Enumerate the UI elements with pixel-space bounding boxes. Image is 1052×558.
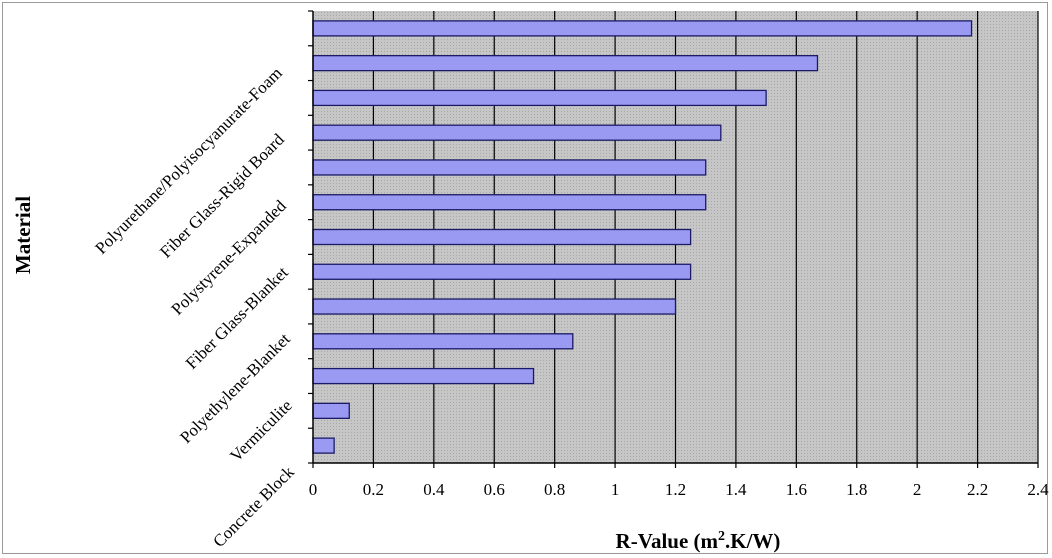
x-tick-label: 1	[611, 480, 620, 499]
bar	[312, 298, 677, 315]
bar	[312, 333, 574, 350]
bar	[312, 367, 535, 385]
bar	[312, 263, 692, 280]
x-tick-label: 0.6	[484, 480, 505, 499]
bar	[312, 89, 767, 107]
x-tick-label: 0.4	[423, 480, 445, 499]
category-label: Concrete Block	[209, 462, 298, 551]
bar	[312, 437, 335, 454]
bar	[312, 159, 707, 176]
y-axis-title: Material	[11, 196, 35, 274]
x-axis-title-sup: 2	[718, 529, 725, 544]
bar	[312, 55, 819, 72]
x-tick-label: 1.2	[665, 480, 686, 499]
bar	[312, 402, 350, 419]
x-axis-title-main: R-Value (m	[616, 529, 719, 553]
x-tick-label: 0.8	[544, 480, 565, 499]
x-tick-label: 2	[913, 480, 922, 499]
x-tick-label: 2.4	[1027, 480, 1049, 499]
r-value-bar-chart: 0 0.2 0.4 0.6 0.8 1 1.2 1.4 1.6 1.8 2 2.2 2.4 Concret…	[11, 10, 1049, 553]
bar	[312, 194, 707, 211]
category-label: Vermiculite	[226, 396, 296, 466]
x-tick-label: 1.4	[725, 480, 747, 499]
x-tick-label: 1.8	[846, 480, 867, 499]
x-tick-label: 0.2	[363, 480, 384, 499]
x-tick-label: 2.2	[967, 480, 988, 499]
category-label: Polystyrene-Expanded	[168, 196, 291, 319]
x-axis-title-rest: .K/W)	[725, 529, 780, 553]
x-tick-label: 0	[309, 480, 318, 499]
bar	[312, 20, 973, 37]
x-tick-label: 1.6	[786, 480, 807, 499]
bar	[312, 124, 722, 141]
category-label: Fiber Glass-Rigid Board	[156, 130, 288, 262]
x-axis-title: R-Value (m2.K/W)	[616, 529, 781, 553]
bar	[312, 228, 692, 246]
